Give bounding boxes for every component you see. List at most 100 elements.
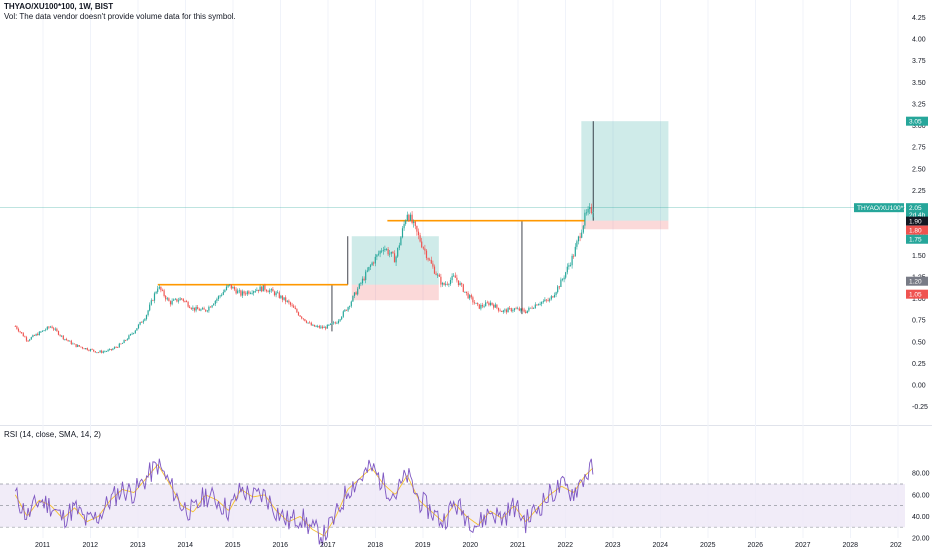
candle-body — [64, 338, 66, 340]
candle-body — [525, 311, 527, 314]
candle-body — [325, 327, 327, 329]
candle-body — [419, 235, 421, 242]
candle-body — [283, 297, 285, 300]
candle-body — [214, 300, 216, 304]
candle-body — [307, 322, 309, 324]
rsi-axis-label: 20.00 — [912, 536, 930, 543]
price-tag — [906, 216, 928, 226]
time-axis-label: 2017 — [320, 542, 336, 549]
candle-body — [382, 250, 384, 251]
price-axis-label: 1.00 — [912, 296, 926, 303]
candle-body — [501, 311, 503, 313]
candle-body — [195, 307, 197, 311]
price-axis-label: 3.25 — [912, 101, 926, 108]
candle-body — [265, 289, 268, 292]
candle-body — [254, 290, 256, 292]
candle-body — [253, 291, 255, 293]
candle-body — [216, 298, 218, 301]
candle-body — [35, 333, 37, 336]
candle-body — [425, 250, 428, 259]
price-tag-label: 2d 4h — [909, 212, 926, 219]
candle-body — [275, 292, 277, 296]
candle-body — [561, 279, 564, 281]
candle-body — [323, 327, 325, 329]
candle-body — [465, 291, 468, 294]
candle-body — [152, 300, 154, 302]
candle-body — [398, 245, 400, 248]
price-tag — [906, 210, 928, 220]
candle-body — [147, 310, 149, 316]
candle-body — [125, 340, 127, 341]
candle-body — [144, 319, 146, 321]
candle-body — [136, 328, 138, 331]
candle-body — [273, 291, 276, 296]
time-axis-label: 2013 — [130, 542, 146, 549]
candle-body — [150, 300, 152, 305]
candle-body — [310, 322, 312, 326]
candle-body — [449, 280, 452, 285]
candle-body — [83, 348, 85, 350]
candle-body — [537, 304, 540, 306]
candle-body — [352, 295, 354, 302]
candle-body — [377, 253, 380, 255]
candle-body — [467, 293, 469, 299]
candle-body — [85, 348, 87, 350]
candle-body — [390, 251, 392, 254]
candle-body — [157, 288, 159, 292]
candle-body — [179, 298, 181, 301]
candle-body — [229, 284, 231, 286]
candle-body — [139, 321, 141, 325]
price-axis-label: 3.50 — [912, 80, 926, 87]
symbol-title[interactable]: THYAO/XU100*100, 1W, BIST — [4, 2, 114, 11]
candle-body — [534, 304, 536, 309]
candle-body — [592, 212, 594, 214]
candle-body — [507, 308, 509, 313]
price-tag-label: 1.20 — [909, 279, 922, 286]
candle-body — [440, 276, 442, 285]
price-axis-label: 1.50 — [912, 253, 926, 260]
price-axis-label: 0.75 — [912, 318, 926, 325]
candle-body — [14, 326, 16, 327]
time-axis-label: 2028 — [843, 542, 859, 549]
rsi-title[interactable]: RSI (14, close, SMA, 14, 2) — [4, 430, 101, 439]
time-axis-label: 2025 — [700, 542, 716, 549]
candle-body — [497, 307, 500, 311]
candle-body — [166, 298, 168, 300]
candle-body — [451, 275, 453, 281]
candle-body — [589, 207, 591, 209]
candle-body — [470, 295, 472, 298]
candle-body — [225, 286, 228, 291]
time-axis-label: 2018 — [368, 542, 384, 549]
price-axis-label: 4.00 — [912, 37, 926, 44]
candle-body — [269, 290, 271, 293]
candle-body — [94, 351, 96, 353]
candle-body — [40, 331, 42, 333]
candle-body — [389, 253, 391, 255]
candle-body — [491, 302, 493, 305]
candle-body — [403, 223, 405, 229]
rsi-line — [14, 458, 594, 546]
candle-body — [553, 294, 556, 298]
candle-body — [104, 351, 106, 353]
candle-body — [153, 293, 156, 301]
candle-body — [347, 307, 349, 311]
candle-body — [573, 255, 575, 257]
rsi-axis-label: 40.00 — [912, 514, 930, 521]
candle-body — [427, 258, 429, 260]
candle-body — [313, 324, 316, 327]
candle-body — [185, 301, 188, 303]
candle-body — [168, 298, 170, 302]
candle-body — [237, 290, 239, 294]
candle-body — [475, 302, 477, 304]
candle-body — [174, 298, 176, 300]
candle-body — [280, 295, 282, 298]
candle-body — [552, 296, 554, 298]
candle-body — [349, 306, 351, 308]
candle-body — [342, 311, 344, 317]
candle-body — [547, 300, 549, 301]
candle-body — [461, 283, 463, 285]
candle-body — [29, 339, 31, 341]
candle-body — [293, 305, 295, 308]
